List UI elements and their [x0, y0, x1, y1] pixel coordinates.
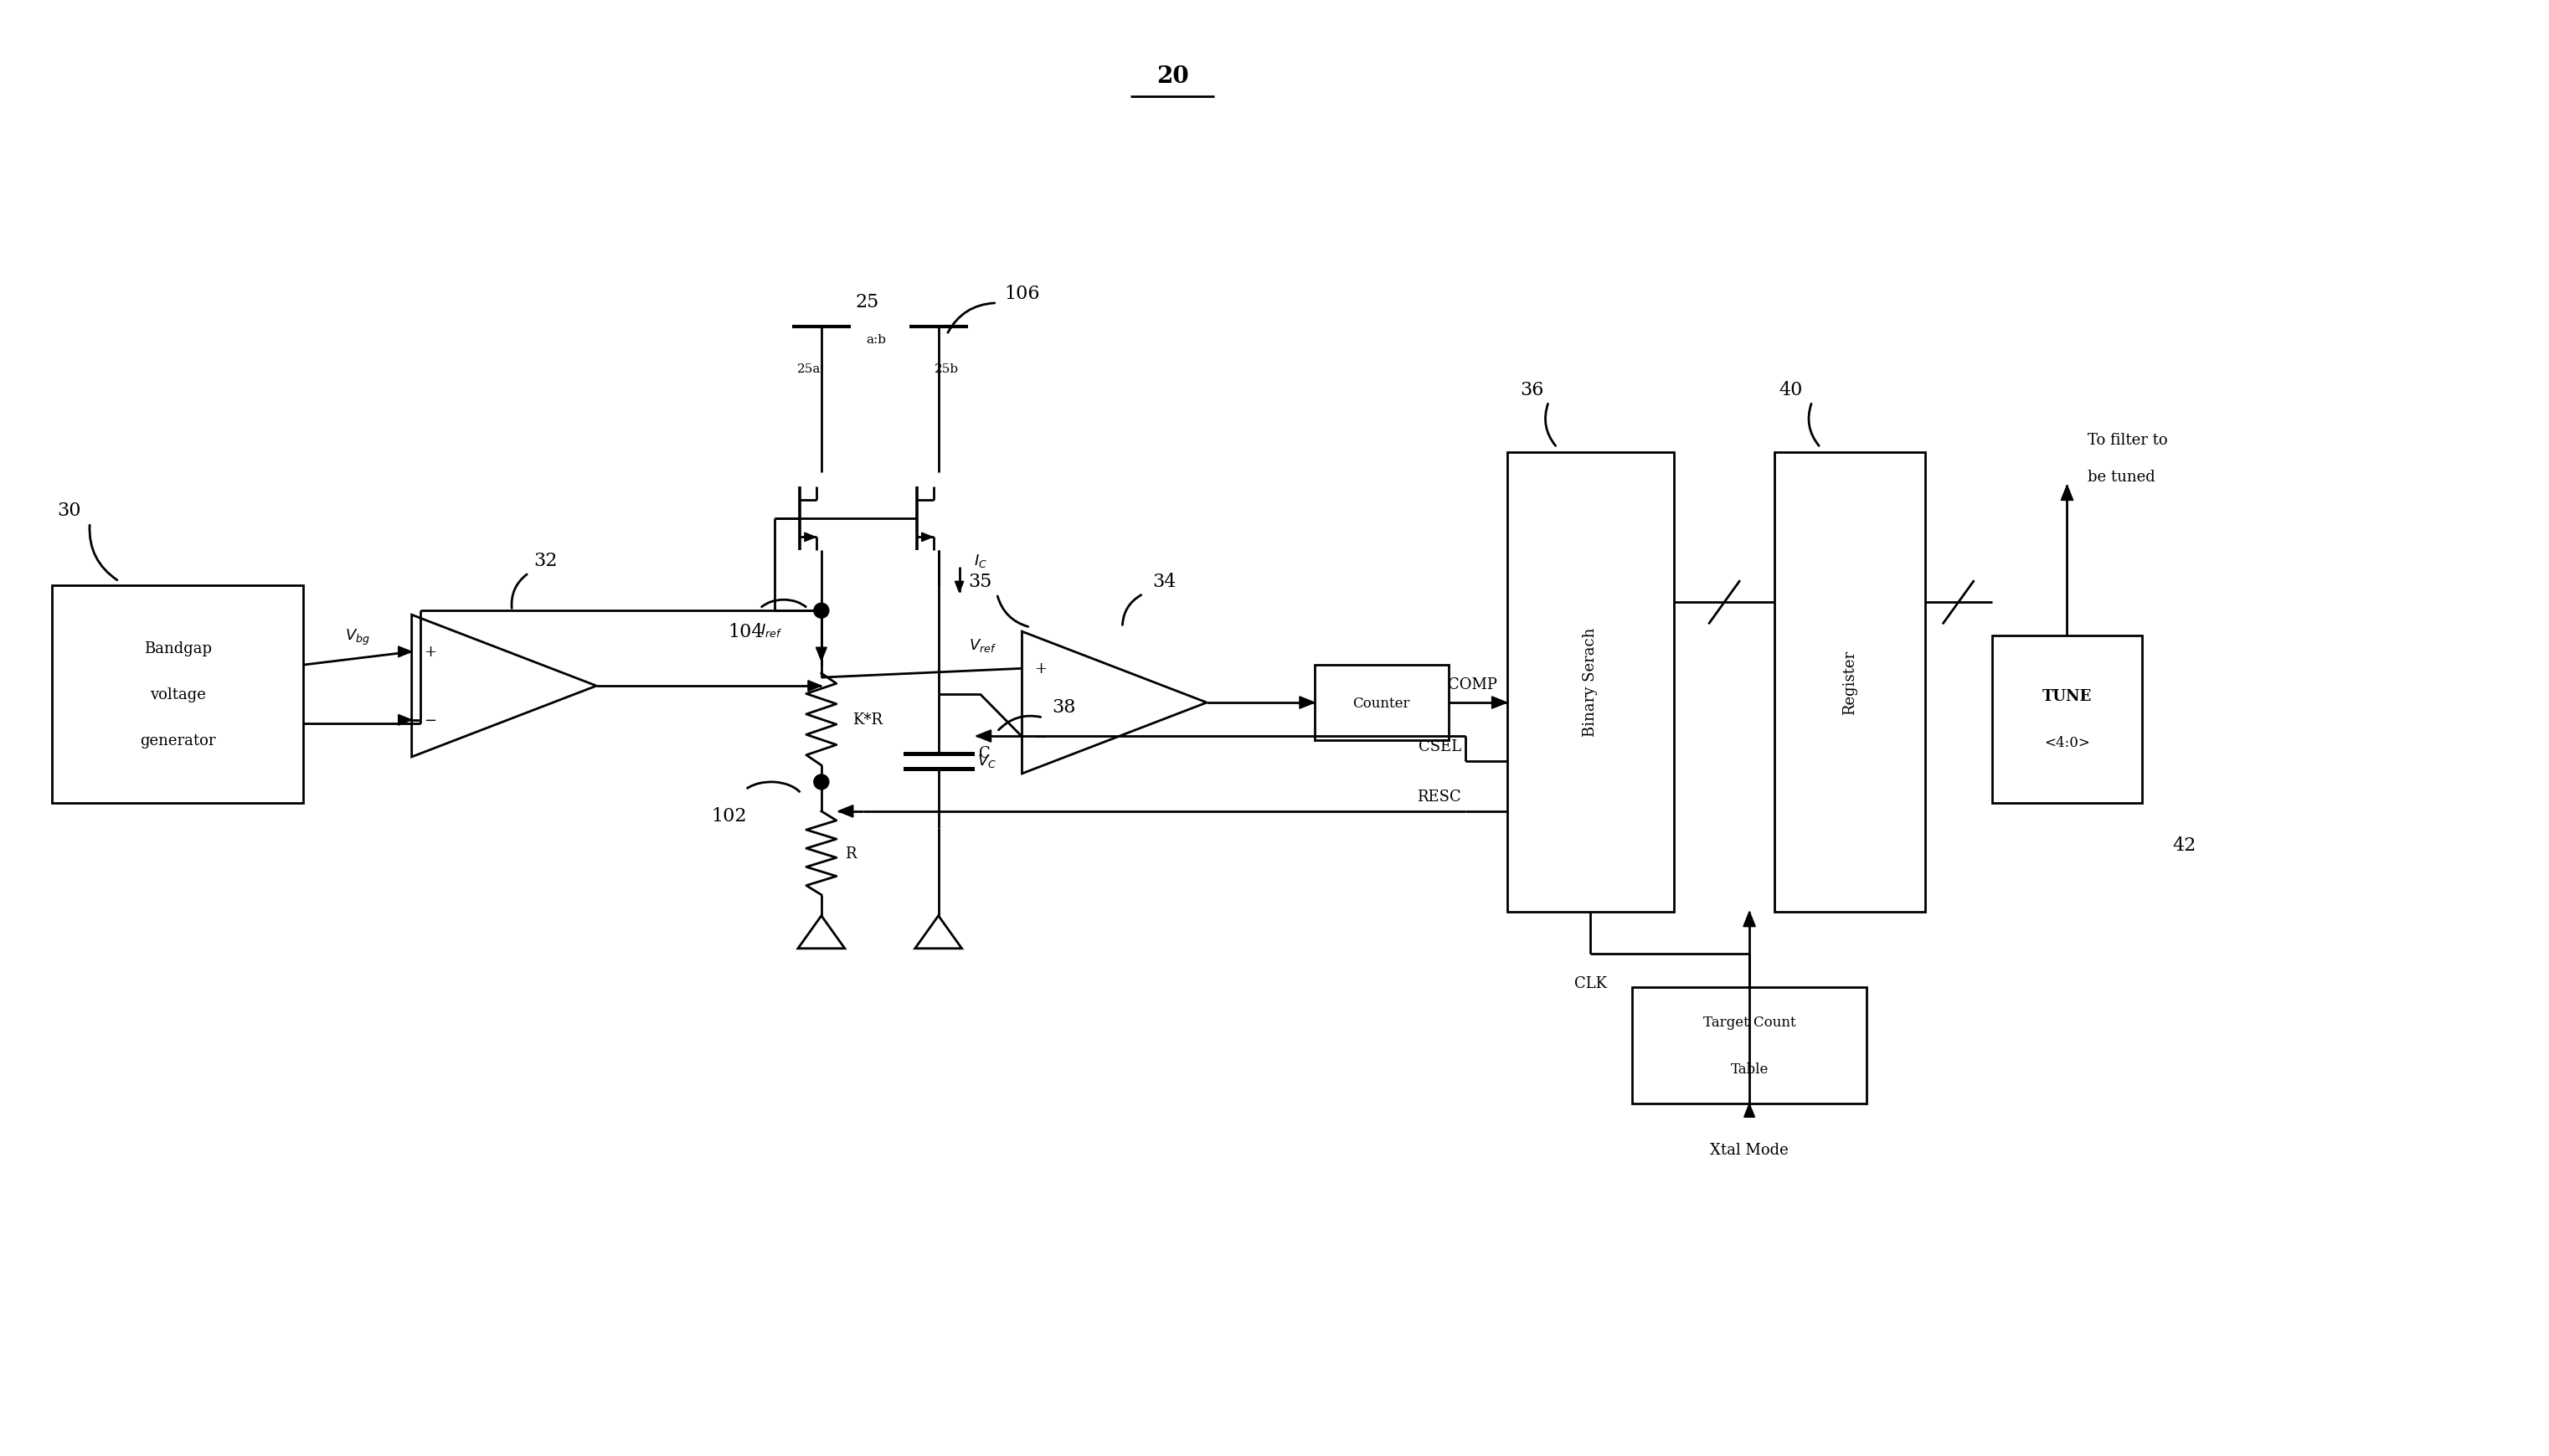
- Text: $V_C$: $V_C$: [979, 753, 997, 769]
- Bar: [1774, 453, 1924, 911]
- Text: 38: 38: [1053, 697, 1076, 716]
- Text: generator: generator: [140, 732, 217, 748]
- Text: 25a: 25a: [798, 363, 821, 374]
- Text: To filter to: To filter to: [2088, 432, 2169, 447]
- Text: −: −: [423, 713, 436, 728]
- Text: CLK: CLK: [1575, 976, 1606, 990]
- Text: Xtal Mode: Xtal Mode: [1710, 1143, 1789, 1158]
- Polygon shape: [1744, 1104, 1754, 1117]
- Text: voltage: voltage: [150, 687, 206, 702]
- Text: Binary Serach: Binary Serach: [1583, 628, 1598, 737]
- Text: Target Count: Target Count: [1703, 1015, 1794, 1029]
- Text: 25b: 25b: [935, 363, 958, 374]
- Text: +: +: [1035, 661, 1048, 677]
- Text: <4:0>: <4:0>: [2044, 735, 2090, 750]
- Text: 104: 104: [729, 623, 765, 641]
- Text: COMP: COMP: [1448, 677, 1496, 692]
- Text: 36: 36: [1519, 380, 1545, 399]
- Polygon shape: [1491, 697, 1506, 709]
- Text: 32: 32: [533, 552, 558, 571]
- Text: CSEL: CSEL: [1417, 738, 1461, 754]
- Text: −: −: [1035, 729, 1048, 744]
- Text: 40: 40: [1779, 380, 1802, 399]
- Text: 102: 102: [711, 807, 747, 826]
- Text: Bandgap: Bandgap: [143, 641, 212, 657]
- Bar: [1315, 665, 1448, 741]
- Text: $V_{ref}$: $V_{ref}$: [969, 638, 997, 654]
- Polygon shape: [976, 731, 992, 743]
- Bar: [1631, 987, 1866, 1104]
- Text: Register: Register: [1843, 649, 1858, 715]
- Polygon shape: [808, 681, 821, 692]
- Polygon shape: [2062, 486, 2072, 501]
- Text: 106: 106: [1004, 284, 1040, 303]
- Polygon shape: [1022, 632, 1206, 775]
- Polygon shape: [1300, 697, 1315, 709]
- Polygon shape: [413, 616, 596, 757]
- Text: RESC: RESC: [1417, 789, 1461, 804]
- Polygon shape: [923, 533, 933, 542]
- Text: K*R: K*R: [851, 712, 882, 727]
- Text: 20: 20: [1157, 66, 1188, 87]
- Polygon shape: [1744, 911, 1756, 927]
- Circle shape: [813, 604, 828, 619]
- Text: C: C: [979, 745, 989, 760]
- Text: 25: 25: [856, 293, 879, 312]
- Text: be tuned: be tuned: [2088, 470, 2156, 485]
- Text: $I_{ref}$: $I_{ref}$: [760, 622, 783, 638]
- Polygon shape: [915, 916, 961, 949]
- Polygon shape: [798, 916, 844, 949]
- Circle shape: [813, 775, 828, 789]
- Text: R: R: [844, 846, 856, 860]
- Text: Counter: Counter: [1354, 696, 1410, 711]
- Polygon shape: [398, 646, 413, 658]
- Text: $V_{bg}$: $V_{bg}$: [344, 628, 370, 646]
- Polygon shape: [398, 715, 413, 725]
- Text: $I_C$: $I_C$: [974, 552, 986, 569]
- Bar: [1991, 636, 2141, 804]
- Bar: [51, 585, 303, 804]
- Polygon shape: [839, 805, 854, 818]
- Bar: [1506, 453, 1675, 911]
- Text: 42: 42: [2172, 836, 2195, 855]
- Polygon shape: [956, 582, 964, 593]
- Text: Table: Table: [1731, 1061, 1769, 1076]
- Text: a:b: a:b: [867, 333, 885, 345]
- Text: 34: 34: [1152, 572, 1175, 591]
- Text: 30: 30: [56, 501, 82, 520]
- Text: +: +: [423, 645, 436, 660]
- Polygon shape: [816, 648, 826, 661]
- Text: 35: 35: [969, 572, 992, 591]
- Text: TUNE: TUNE: [2042, 689, 2093, 703]
- Polygon shape: [805, 533, 816, 542]
